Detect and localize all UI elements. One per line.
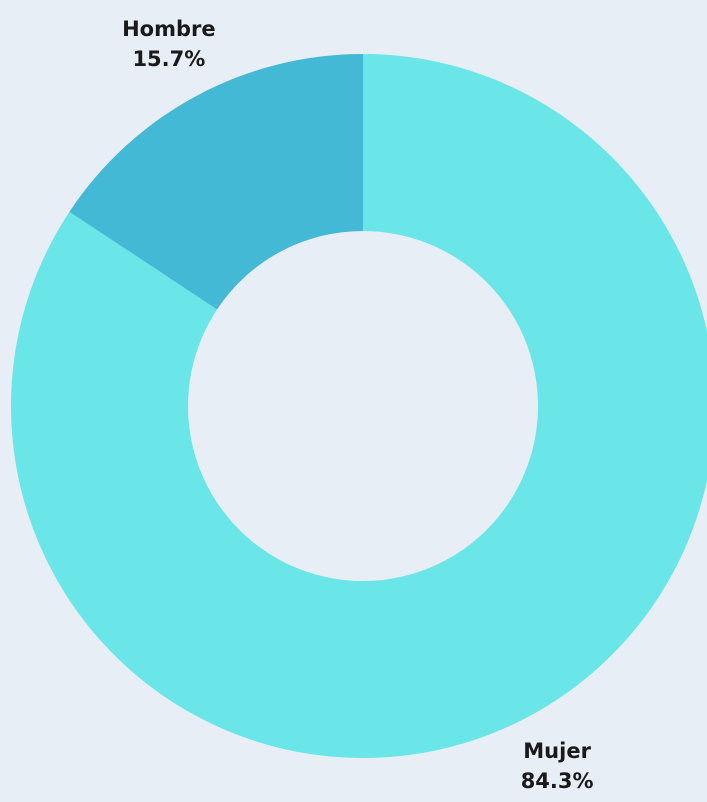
slice-value-label: 15.7% (132, 47, 205, 71)
slice-label: Hombre (122, 17, 216, 41)
donut-slice (69, 54, 363, 310)
slice-label: Mujer (523, 739, 591, 763)
slice-value-label: 84.3% (521, 769, 594, 793)
donut-slice (11, 54, 707, 758)
